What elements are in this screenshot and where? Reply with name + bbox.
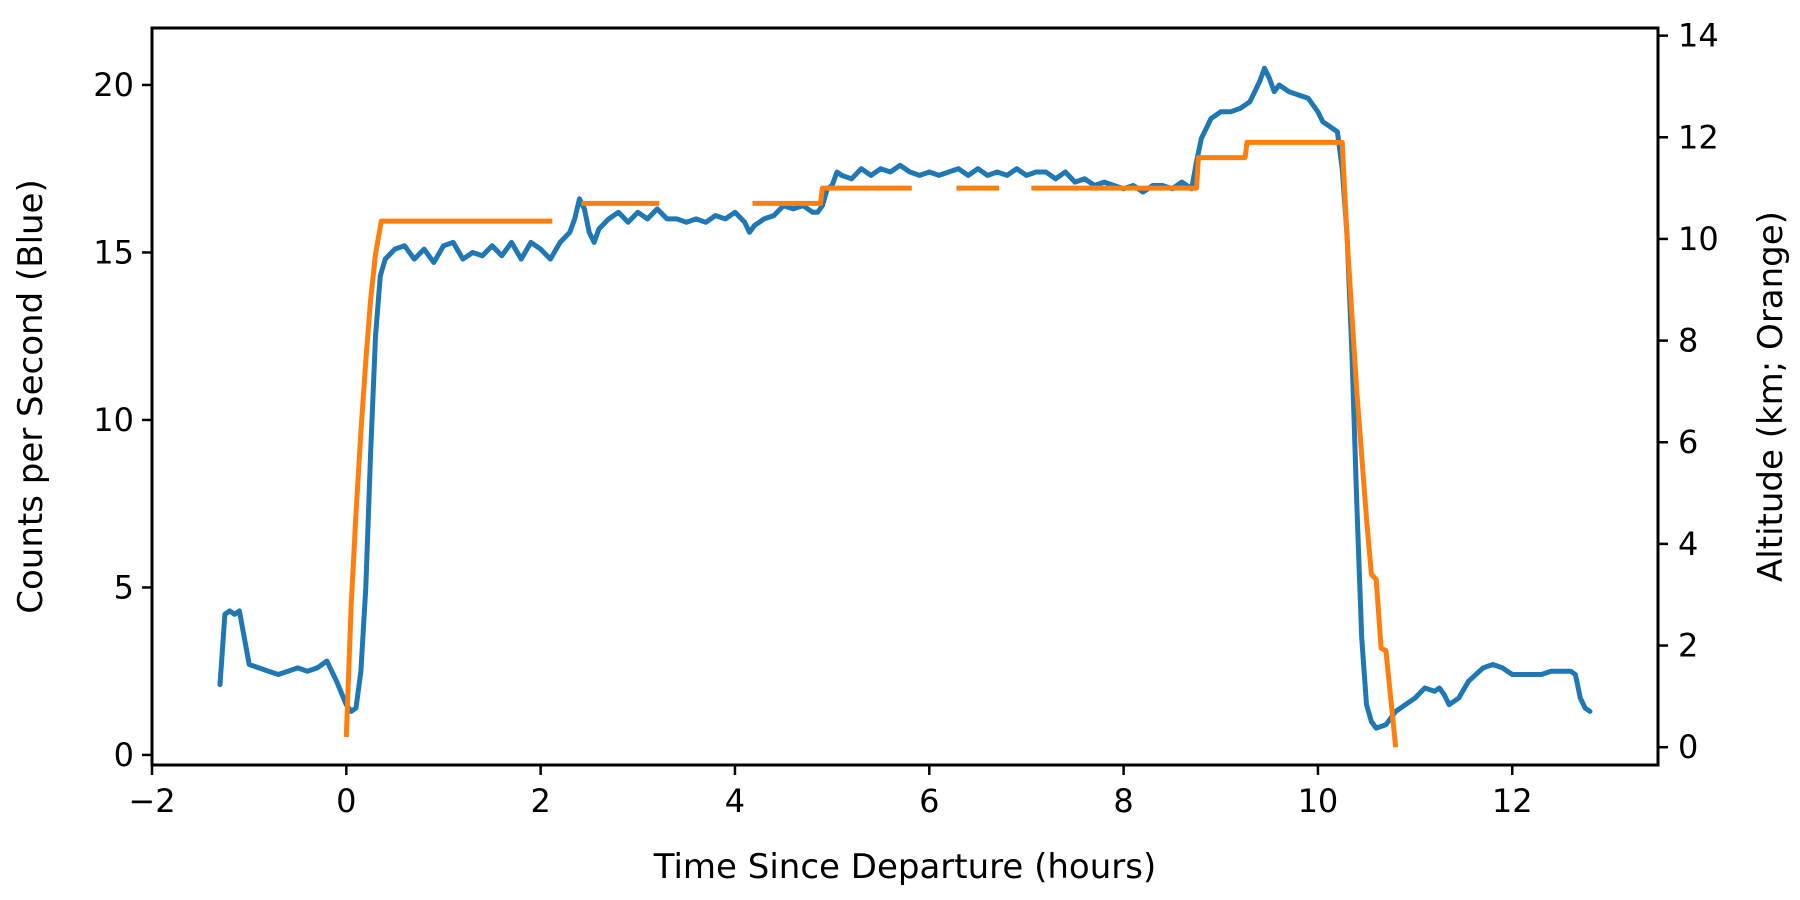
x-tick-label: 4 [725,782,745,820]
y2-tick-label: 4 [1678,525,1698,563]
y2-tick-label: 6 [1678,423,1698,461]
x-tick-label: 2 [530,782,550,820]
x-tick-label: 10 [1298,782,1339,820]
y-tick-label: 5 [114,568,134,606]
x-tick-label: −2 [128,782,175,820]
y2-tick-label: 12 [1678,118,1719,156]
y-tick-label: 10 [93,401,134,439]
plot-layer [217,65,1593,748]
x-tick-label: 0 [336,782,356,820]
x-tick-label: 12 [1492,782,1533,820]
y-axis-label: Counts per Second (Blue) [11,179,51,613]
y-tick-label: 15 [93,233,134,271]
plot-frame [150,26,1660,767]
series-line-altitude-segment-5 [1031,139,1399,748]
series-line-altitude-segment-3 [752,185,912,206]
y2-tick-label: 0 [1678,728,1698,766]
x-tick-label: 8 [1113,782,1133,820]
x-axis-label: Time Since Departure (hours) [653,847,1156,887]
y2-tick-label: 8 [1678,322,1698,360]
series-line-altitude-segment-1 [343,218,553,738]
y2-tick-label: 14 [1678,17,1719,55]
y2-tick-label: 10 [1678,220,1719,258]
y2-tick-label: 2 [1678,627,1698,665]
y-tick-label: 20 [93,66,134,104]
series-line-counts [217,65,1593,731]
y2-axis-label: Altitude (km; Orange) [1751,211,1791,582]
y-tick-label: 0 [114,736,134,774]
x-tick-label: 6 [919,782,939,820]
axis-layer: −2 0 2 4 6 8 10 12 0 5 10 15 20 0 2 4 6 8 10 12 14 [93,17,1718,820]
